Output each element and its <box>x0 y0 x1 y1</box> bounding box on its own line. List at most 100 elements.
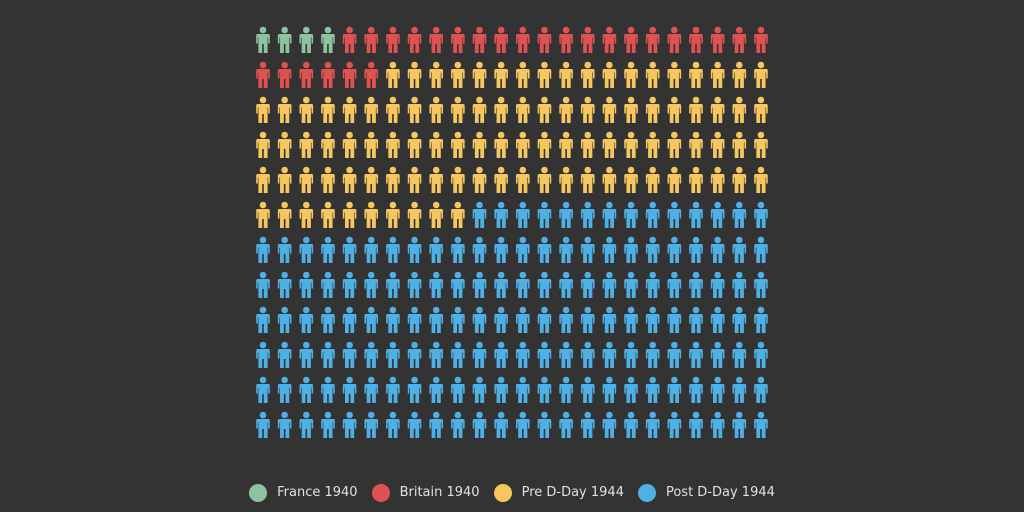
person-icon <box>602 166 617 193</box>
person-icon <box>516 376 530 403</box>
person-icon <box>754 26 768 53</box>
person-icon <box>321 411 335 438</box>
person-icon <box>451 306 465 333</box>
person-icon <box>407 61 422 88</box>
person-icon <box>667 411 682 438</box>
person-icon <box>451 166 465 193</box>
person-icon <box>256 376 270 403</box>
person-icon <box>256 166 270 193</box>
person-icon <box>494 376 508 403</box>
person-icon <box>494 341 508 368</box>
person-icon <box>472 376 487 403</box>
person-icon <box>299 236 314 263</box>
person-icon <box>429 201 443 228</box>
person-icon <box>732 411 747 438</box>
person-icon <box>710 271 725 298</box>
person-icon <box>624 236 638 263</box>
person-icon <box>364 201 379 228</box>
person-icon <box>559 236 573 263</box>
person-icon <box>429 271 443 298</box>
person-icon <box>645 341 660 368</box>
person-icon <box>580 341 595 368</box>
person-icon <box>645 61 660 88</box>
person-icon <box>732 26 747 53</box>
person-icon <box>472 201 487 228</box>
person-icon <box>364 411 379 438</box>
person-icon <box>537 201 552 228</box>
person-icon <box>624 96 638 123</box>
person-icon <box>386 26 400 53</box>
person-icon <box>407 166 422 193</box>
legend: France 1940 Britain 1940 Pre D-Day 1944 Pos… <box>0 482 1024 504</box>
person-icon <box>386 411 400 438</box>
person-icon <box>364 376 379 403</box>
person-icon <box>689 411 703 438</box>
person-icon <box>472 96 487 123</box>
person-icon <box>710 96 725 123</box>
person-icon <box>342 271 357 298</box>
person-icon <box>667 131 682 158</box>
person-icon <box>667 26 682 53</box>
person-icon <box>516 131 530 158</box>
person-icon <box>580 131 595 158</box>
person-icon <box>559 26 573 53</box>
person-icon <box>321 271 335 298</box>
person-icon <box>689 201 703 228</box>
person-icon <box>451 236 465 263</box>
person-icon <box>754 166 768 193</box>
person-icon <box>277 306 292 333</box>
person-icon <box>472 236 487 263</box>
person-icon <box>516 411 530 438</box>
person-icon <box>277 341 292 368</box>
person-icon <box>472 26 487 53</box>
person-icon <box>559 61 573 88</box>
person-icon <box>321 341 335 368</box>
person-icon <box>537 166 552 193</box>
person-icon <box>754 411 768 438</box>
person-icon <box>429 166 443 193</box>
person-icon <box>710 201 725 228</box>
person-icon <box>602 131 617 158</box>
person-icon <box>321 236 335 263</box>
person-icon <box>342 306 357 333</box>
person-icon <box>602 306 617 333</box>
person-icon <box>754 201 768 228</box>
person-icon <box>559 131 573 158</box>
person-icon <box>472 411 487 438</box>
person-icon <box>645 96 660 123</box>
person-icon <box>537 61 552 88</box>
person-icon <box>732 341 747 368</box>
person-icon <box>516 96 530 123</box>
person-icon <box>364 61 379 88</box>
person-icon <box>299 411 314 438</box>
legend-label: France 1940 <box>277 485 358 500</box>
person-icon <box>342 131 357 158</box>
person-icon <box>407 271 422 298</box>
person-icon <box>537 271 552 298</box>
person-icon <box>364 96 379 123</box>
person-icon <box>364 341 379 368</box>
person-icon <box>299 26 314 53</box>
person-icon <box>689 61 703 88</box>
person-icon <box>429 61 443 88</box>
person-icon <box>494 61 508 88</box>
person-icon <box>580 271 595 298</box>
person-icon <box>602 341 617 368</box>
person-icon <box>342 61 357 88</box>
person-icon <box>710 411 725 438</box>
person-icon <box>451 271 465 298</box>
person-icon <box>494 201 508 228</box>
person-icon <box>386 236 400 263</box>
person-icon <box>624 131 638 158</box>
person-icon <box>710 61 725 88</box>
person-icon <box>710 236 725 263</box>
person-icon <box>299 306 314 333</box>
person-icon <box>407 96 422 123</box>
person-icon <box>299 271 314 298</box>
person-icon <box>299 131 314 158</box>
person-icon <box>624 61 638 88</box>
person-icon <box>559 201 573 228</box>
person-icon <box>580 376 595 403</box>
person-icon <box>321 96 335 123</box>
person-icon <box>277 201 292 228</box>
